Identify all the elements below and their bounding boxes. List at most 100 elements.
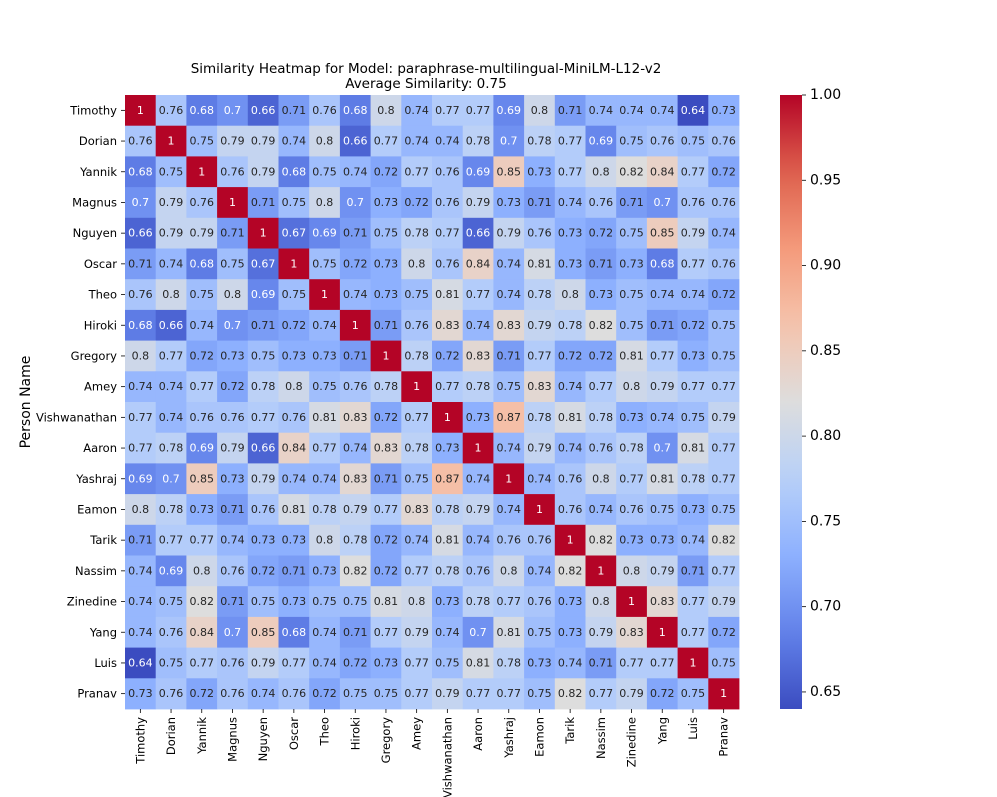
heatmap-cell-value: 0.74 xyxy=(681,534,706,547)
heatmap-cell xyxy=(339,187,371,219)
heatmap-cell-value: 0.8 xyxy=(408,595,426,608)
heatmap-cell xyxy=(155,678,187,710)
heatmap-cell xyxy=(247,309,279,341)
heatmap-cell-value: 0.76 xyxy=(435,257,460,270)
heatmap-cell-value: 0.79 xyxy=(497,227,522,240)
heatmap-cell-value: 0.73 xyxy=(650,534,675,547)
heatmap-cell-value: 0.75 xyxy=(619,227,644,240)
x-tick-label: Amey xyxy=(410,717,424,750)
heatmap-cell-value: 0.73 xyxy=(466,411,491,424)
heatmap-cell-value: 1 xyxy=(352,319,359,332)
heatmap-cell xyxy=(186,125,218,157)
heatmap-cell xyxy=(708,217,740,249)
heatmap-cell-value: 0.74 xyxy=(435,626,460,639)
heatmap-cell xyxy=(708,309,740,341)
heatmap-cell-value: 0.74 xyxy=(681,288,706,301)
heatmap-cell xyxy=(186,217,218,249)
heatmap-cell xyxy=(524,371,556,403)
heatmap-cell xyxy=(585,402,617,434)
heatmap-cell xyxy=(186,279,218,311)
heatmap-cell-value: 0.8 xyxy=(408,257,426,270)
heatmap-cell xyxy=(646,586,678,618)
heatmap-cell-value: 0.79 xyxy=(650,564,675,577)
heatmap-cell-value: 1 xyxy=(290,257,297,270)
heatmap-cell-value: 0.77 xyxy=(374,135,399,148)
heatmap-cell xyxy=(278,494,310,526)
heatmap-cell xyxy=(339,309,371,341)
heatmap-cell xyxy=(493,678,525,710)
heatmap-cell-value: 0.82 xyxy=(190,595,215,608)
heatmap-cell xyxy=(247,125,279,157)
heatmap-cell xyxy=(677,156,709,188)
heatmap-cell-value: 0.71 xyxy=(343,349,368,362)
heatmap-cell xyxy=(217,125,249,157)
heatmap-cell-value: 0.68 xyxy=(190,104,215,117)
heatmap-cell-value: 0.8 xyxy=(224,288,242,301)
heatmap-cell xyxy=(493,279,525,311)
heatmap-cell xyxy=(554,678,586,710)
colorbar xyxy=(780,95,802,709)
heatmap-cell-value: 0.75 xyxy=(159,595,184,608)
heatmap-cell-value: 0.77 xyxy=(404,411,429,424)
heatmap-cell xyxy=(708,402,740,434)
heatmap-cell-value: 0.71 xyxy=(128,257,153,270)
heatmap-cell-value: 0.76 xyxy=(128,135,153,148)
heatmap-cell-value: 0.72 xyxy=(711,165,736,178)
heatmap-cell-value: 0.72 xyxy=(190,349,215,362)
heatmap-cell-value: 0.71 xyxy=(220,503,245,516)
heatmap-cell-value: 0.8 xyxy=(162,288,180,301)
heatmap-cell xyxy=(616,340,648,372)
heatmap-cell-value: 0.77 xyxy=(435,227,460,240)
heatmap-cell-value: 0.76 xyxy=(497,534,522,547)
heatmap-cell-value: 0.75 xyxy=(681,135,706,148)
heatmap-cell xyxy=(616,187,648,219)
heatmap-cell xyxy=(432,248,464,280)
heatmap-cell xyxy=(186,524,218,556)
heatmap-cell xyxy=(432,432,464,464)
heatmap-cell-value: 0.76 xyxy=(220,687,245,700)
heatmap-cell xyxy=(125,647,157,679)
heatmap-cell-value: 0.79 xyxy=(435,687,460,700)
heatmap-cell-value: 1 xyxy=(659,626,666,639)
heatmap-cell xyxy=(339,678,371,710)
heatmap-cell-value: 0.74 xyxy=(558,656,583,669)
heatmap-cell xyxy=(708,647,740,679)
heatmap-cell-value: 0.74 xyxy=(159,411,184,424)
heatmap-cell xyxy=(247,371,279,403)
heatmap-cell xyxy=(708,156,740,188)
heatmap-cell xyxy=(278,616,310,648)
heatmap-cell xyxy=(278,248,310,280)
heatmap-cell xyxy=(155,187,187,219)
y-tick-label: Aaron xyxy=(83,441,117,455)
heatmap-cell xyxy=(493,616,525,648)
heatmap-cell-value: 0.75 xyxy=(681,411,706,424)
heatmap-cell-value: 0.74 xyxy=(312,656,337,669)
heatmap-cell-value: 0.74 xyxy=(497,503,522,516)
heatmap-cell xyxy=(186,340,218,372)
heatmap-cell xyxy=(339,586,371,618)
heatmap-cell-value: 0.79 xyxy=(159,227,184,240)
heatmap-cell xyxy=(278,402,310,434)
heatmap-cell xyxy=(493,432,525,464)
heatmap-cell xyxy=(462,309,494,341)
heatmap-cell xyxy=(155,494,187,526)
heatmap-cell xyxy=(401,463,433,495)
heatmap-cell-value: 0.85 xyxy=(497,165,522,178)
heatmap-cell xyxy=(125,156,157,188)
heatmap-cell xyxy=(616,217,648,249)
heatmap-cell-value: 0.79 xyxy=(619,687,644,700)
heatmap-cell-value: 0.78 xyxy=(374,380,399,393)
heatmap-cell xyxy=(278,279,310,311)
heatmap-cell xyxy=(217,187,249,219)
heatmap-cell xyxy=(155,217,187,249)
heatmap-cell-value: 1 xyxy=(689,656,696,669)
heatmap-cell xyxy=(401,555,433,587)
heatmap-cell-value: 0.66 xyxy=(251,104,276,117)
heatmap-cell xyxy=(616,616,648,648)
heatmap-cell-value: 0.79 xyxy=(404,626,429,639)
heatmap-cell-value: 1 xyxy=(536,503,543,516)
colorbar-tick-label: 0.90 xyxy=(810,258,841,274)
heatmap-cell xyxy=(217,340,249,372)
heatmap-cell xyxy=(554,279,586,311)
heatmap-cell xyxy=(186,402,218,434)
